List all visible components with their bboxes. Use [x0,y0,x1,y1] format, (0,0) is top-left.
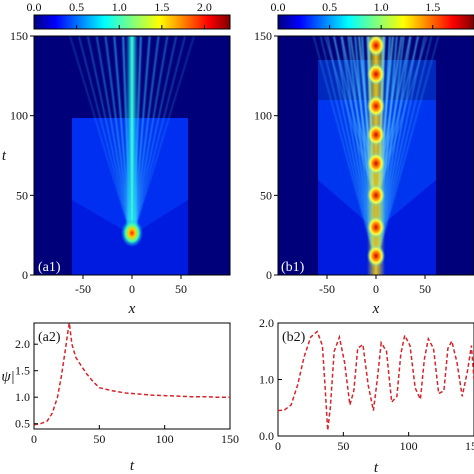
lineplot-a2-axes: 0 50 100 150 0.5 1.0 1.5 2.0 [15,337,239,446]
lineplot-b2-series [277,330,474,431]
heatmap-a1-ray [69,36,131,233]
heatmap-a1-ray [78,36,131,233]
lineplot-b2-xtick-label: 0 [275,439,281,453]
heatmap-b1-ytick-label: 100 [254,109,272,123]
heatmap-a1-ray [133,36,195,233]
colorbar-b1-tick-label: 1.0 [374,0,389,14]
lineplot-a2-line [33,322,230,426]
colorbar-a1: 0.0 0.5 1.0 1.5 2.0 [27,0,231,30]
heatmap-b1-peak [367,216,385,239]
colorbar-b1-tick-label: 0.0 [271,0,286,14]
heatmap-a1-ray [104,36,131,233]
heatmap-a1-central-beam [126,36,138,236]
heatmap-b1-xtick-label: -50 [319,282,335,296]
heatmap-b1-ytick-label: 50 [260,188,272,202]
lineplot-a2-series [33,322,230,426]
lineplot-b2-xtick-label: 50 [337,439,349,453]
lineplot-a2-xtick-label: 0 [31,432,37,446]
heatmap-b1-ray [312,36,375,257]
lineplot-b2-xtick-label: 100 [400,439,418,453]
lineplot-a2-ytick-label: 2.0 [15,337,30,351]
colorbar-a1-tick-label: 1.0 [112,0,127,14]
heatmap-b1-xtick-label: 50 [419,282,431,296]
heatmap-b1-peak [367,152,385,175]
lineplot-a2-xtick-label: 100 [156,432,174,446]
colorbar-b1-tick-label: 0.5 [322,0,337,14]
heatmap-b1-ytick-label: 0 [266,268,272,282]
lineplot-a2-xlabel: t [130,458,135,474]
colorbar-b1-tick-label: 1.5 [425,0,440,14]
colorbar-a1-ticks: 0.0 0.5 1.0 1.5 2.0 [27,0,212,29]
heatmap-b1-ray [377,36,433,257]
lineplot-a2-xtick-label: 50 [93,432,105,446]
heatmap-b1-peak [367,184,385,207]
heatmap-b1-xtick-label: 0 [373,282,379,296]
lineplot-a2: 0 50 100 150 0.5 1.0 1.5 2.0 (a2) |ψ| t [0,322,239,474]
lineplot-b2: 0 50 100 150 0.0 1.0 2.0 (b2) t [259,316,474,474]
heatmap-a1-ray [86,36,131,233]
heatmap-b1-peak [367,123,385,146]
heatmap-a1-ytick-label: 0 [22,268,28,282]
colorbar-b1-ticks: 0.0 0.5 1.0 1.5 [271,0,440,29]
heatmap-b1-ray [377,36,440,257]
lineplot-b2-xtick-label: 150 [465,439,474,453]
panel-label-b2: (b2) [282,330,306,345]
colorbar-a1-gradient [33,14,231,30]
lineplot-b2-frame [277,322,474,437]
colorbar-b1-gradient [277,14,474,30]
heatmap-b1-ray [326,36,375,257]
heatmap-b1-peak [367,36,385,57]
heatmap-a1-ray [133,36,186,233]
lineplot-b2-ytick-label: 2.0 [259,316,274,330]
lineplot-a2-frame [33,322,231,430]
lineplot-a2-ylabel: |ψ| [0,369,15,385]
heatmap-b1-peak [367,63,385,86]
heatmap-a1-xtick-label: 0 [129,282,135,296]
colorbar-a1-tick-label: 1.5 [154,0,169,14]
heatmap-a1-peak [121,219,143,247]
heatmap-a1-ray [95,36,131,233]
lineplot-b2-xlabel: t [374,460,379,474]
heatmap-a1-xtick-label: -50 [75,282,91,296]
heatmap-a1-ytick-label: 50 [16,188,28,202]
heatmap-a1-ray [133,36,178,233]
heatmap-b1-ray [377,36,428,196]
lineplot-b2-ytick-label: 1.0 [259,373,274,387]
heatmap-b1-ray [324,36,375,196]
colorbar-a1-tick-label: 2.0 [197,0,212,14]
lineplot-b2-line [277,330,474,431]
heatmap-a1-xtick-label: 50 [175,282,187,296]
lineplot-a2-ytick-label: 1.0 [15,390,30,404]
heatmap-b1 [277,35,474,276]
heatmap-a1-ray [133,36,160,233]
colorbar-b1: 0.0 0.5 1.0 1.5 [271,0,474,30]
heatmap-a1-axes: -50 0 50 0 50 100 150 [10,29,187,296]
panel-label-a2: (a2) [38,330,61,345]
colorbar-a1-tick-label: 0.0 [27,0,42,14]
heatmap-a1 [33,35,231,276]
panel-label-a1: (a1) [38,260,61,275]
heatmap-b1-ray [377,36,426,257]
heatmap-a1-ylabel: t [2,148,7,164]
heatmap-b1-peak [367,95,385,118]
heatmap-b1-ray [319,36,375,257]
heatmap-b1-peaks [367,36,385,267]
lineplot-a2-xtick-label: 150 [221,432,239,446]
lineplot-b2-axes: 0 50 100 150 0.0 1.0 2.0 [259,316,474,453]
colorbar-a1-tick-label: 0.5 [69,0,84,14]
panel-label-b1: (b1) [281,260,305,275]
heatmap-b1-peak [367,244,385,267]
lineplot-a2-ytick-label: 1.5 [15,364,30,378]
heatmap-b1-xlabel: x [372,301,380,317]
heatmap-a1-ytick-label: 100 [10,109,28,123]
heatmap-b1-axes: -50 0 50 0 50 100 150 [254,29,431,296]
lineplot-b2-ytick-label: 0.0 [259,429,274,443]
heatmap-a1-xlabel: x [128,301,136,317]
heatmap-b1-ytick-label: 150 [254,29,272,43]
heatmap-a1-ray [133,36,169,233]
lineplot-a2-ytick-label: 0.5 [15,417,30,431]
heatmap-a1-ytick-label: 150 [10,29,28,43]
